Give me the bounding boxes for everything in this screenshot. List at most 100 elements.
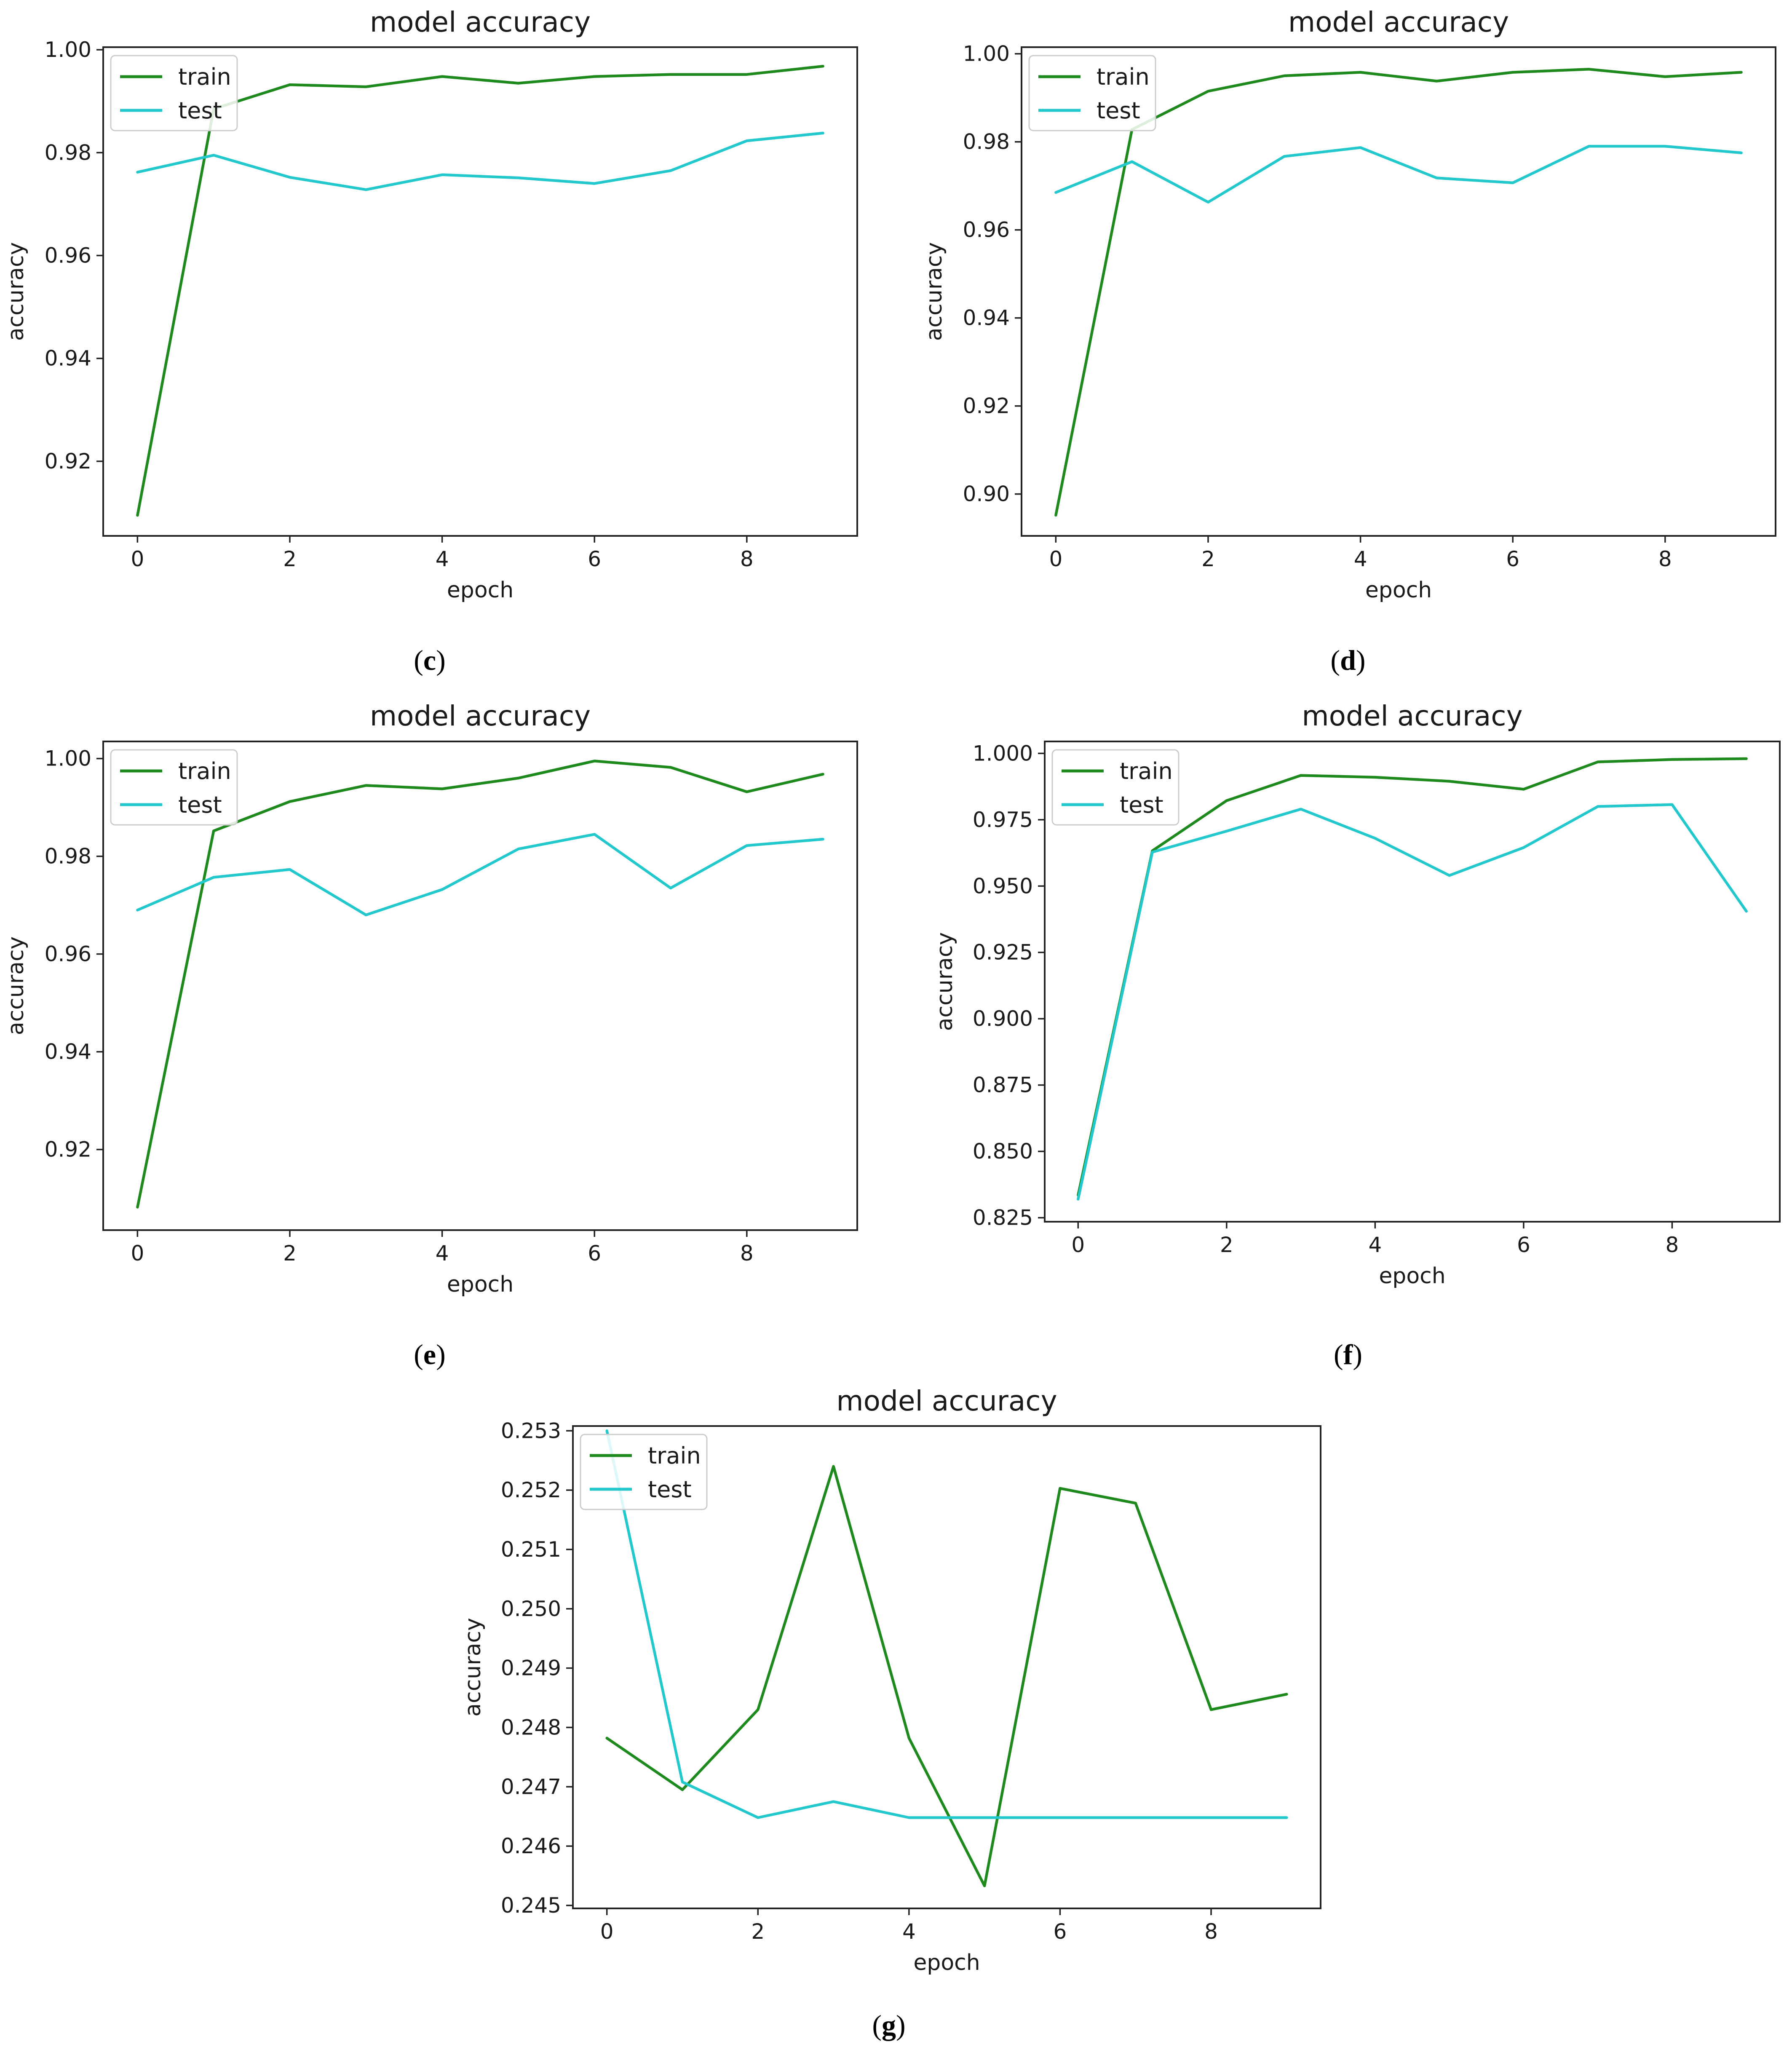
x-tick-label: 0	[131, 547, 144, 571]
chart-title: model accuracy	[370, 6, 591, 38]
x-tick-label: 2	[751, 1919, 765, 1944]
y-tick-label: 1.00	[45, 37, 91, 62]
chart-title: model accuracy	[836, 1385, 1057, 1417]
x-tick-label: 0	[1071, 1233, 1085, 1257]
chart-panel-f: model accuracy 0 2 4 6 8 0.825 0.850 0.875 0.900 0…	[932, 700, 1781, 1370]
legend: train test	[580, 1434, 708, 1510]
series-line-test	[1054, 144, 1743, 204]
x-tick-label: 0	[131, 1241, 144, 1266]
y-tick-label: 0.251	[501, 1537, 561, 1562]
legend: train test	[110, 55, 238, 131]
chart-title: model accuracy	[370, 700, 591, 732]
x-axis-label: epoch	[1379, 1263, 1445, 1289]
x-tick-label: 8	[1658, 547, 1672, 571]
panel-caption: (f)	[1334, 1338, 1362, 1370]
legend: train test	[1028, 55, 1156, 131]
chart-panel-g: model accuracy 0 2 4 6 8 0.245 0.246 0.247 0.248 0…	[460, 1385, 1321, 2041]
legend-label-train: train	[1120, 758, 1173, 784]
legend-label-test: test	[1120, 792, 1163, 818]
y-tick-label: 0.245	[501, 1893, 561, 1918]
legend: train test	[110, 749, 238, 826]
legend-label-test: test	[178, 792, 222, 818]
x-tick-label: 6	[1517, 1233, 1530, 1257]
series-line-test	[605, 1429, 1288, 1819]
x-tick-label: 4	[436, 1241, 449, 1266]
y-tick-label: 1.00	[963, 42, 1010, 66]
y-tick-label: 0.96	[45, 243, 91, 268]
x-tick-label: 8	[740, 1241, 754, 1266]
y-tick-label: 1.00	[45, 747, 91, 771]
panel-caption-letter: d	[1340, 644, 1356, 676]
x-tick-label: 6	[588, 547, 601, 571]
y-tick-label: 0.92	[45, 449, 91, 474]
chart-panel-d: model accuracy 0 2 4 6 8 0.90 0.92 0.94 0.96 0.98 1…	[922, 6, 1776, 676]
legend: train test	[1051, 749, 1180, 826]
x-tick-label: 0	[1049, 547, 1062, 571]
panel-caption-letter: e	[423, 1338, 436, 1370]
legend-label-train: train	[648, 1442, 701, 1469]
series-line-test	[1077, 803, 1748, 1201]
panel-caption: (g)	[872, 2009, 905, 2041]
y-tick-label: 0.975	[973, 808, 1033, 832]
y-tick-label: 0.96	[45, 942, 91, 966]
legend-label-train: train	[178, 758, 231, 784]
y-tick-label: 0.94	[45, 346, 91, 371]
x-tick-label: 4	[902, 1919, 916, 1944]
panel-caption: (c)	[414, 644, 446, 676]
x-axis-label: epoch	[1365, 578, 1432, 603]
series-line-train	[1077, 757, 1748, 1197]
y-tick-label: 0.253	[501, 1418, 561, 1443]
x-tick-label: 2	[1201, 547, 1215, 571]
y-tick-label: 0.825	[973, 1206, 1033, 1230]
legend-label-test: test	[648, 1476, 692, 1503]
panel-caption-letter: g	[882, 2009, 896, 2041]
y-tick-label: 0.925	[973, 940, 1033, 965]
x-axis-label: epoch	[447, 578, 514, 603]
chart-title: model accuracy	[1288, 6, 1509, 38]
panel-caption: (d)	[1330, 644, 1365, 676]
y-tick-label: 0.249	[501, 1656, 561, 1680]
x-tick-label: 4	[1354, 547, 1367, 571]
panel-caption: (e)	[414, 1338, 446, 1370]
x-tick-label: 2	[283, 1241, 297, 1266]
y-tick-label: 0.875	[973, 1073, 1033, 1097]
x-tick-label: 2	[283, 547, 297, 571]
y-axis-label: accuracy	[460, 1618, 486, 1717]
chart-title: model accuracy	[1302, 700, 1522, 732]
series-line-train	[136, 760, 824, 1209]
x-tick-label: 2	[1220, 1233, 1233, 1257]
x-tick-label: 6	[1506, 547, 1519, 571]
x-tick-label: 8	[1204, 1919, 1218, 1944]
y-axis-label: accuracy	[3, 937, 29, 1036]
y-tick-label: 0.92	[45, 1137, 91, 1162]
y-tick-label: 0.90	[963, 482, 1010, 506]
series-line-test	[136, 833, 824, 917]
series-line-train	[1054, 68, 1743, 517]
y-tick-label: 0.96	[963, 218, 1010, 242]
legend-label-train: train	[1097, 64, 1150, 90]
x-tick-label: 8	[1666, 1233, 1679, 1257]
panel-caption-letter: c	[423, 644, 436, 676]
panel-caption-letter: f	[1343, 1338, 1353, 1370]
series-line-test	[136, 131, 824, 191]
y-tick-label: 1.000	[973, 741, 1033, 765]
y-tick-label: 0.850	[973, 1139, 1033, 1164]
x-tick-label: 0	[600, 1919, 614, 1944]
legend-label-test: test	[178, 97, 222, 124]
y-tick-label: 0.98	[963, 130, 1010, 154]
y-tick-label: 0.94	[45, 1040, 91, 1064]
series-line-train	[136, 64, 824, 517]
y-tick-label: 0.98	[45, 844, 91, 869]
legend-label-train: train	[178, 64, 231, 90]
y-tick-label: 0.252	[501, 1478, 561, 1502]
y-tick-label: 0.248	[501, 1715, 561, 1739]
y-axis-label: accuracy	[922, 242, 947, 341]
x-tick-label: 4	[1368, 1233, 1382, 1257]
y-tick-label: 0.900	[973, 1006, 1033, 1031]
x-axis-label: epoch	[913, 1950, 980, 1975]
y-axis-label: accuracy	[3, 242, 29, 341]
y-tick-label: 0.94	[963, 306, 1010, 330]
x-axis-label: epoch	[447, 1272, 514, 1297]
series-line-train	[605, 1465, 1288, 1887]
